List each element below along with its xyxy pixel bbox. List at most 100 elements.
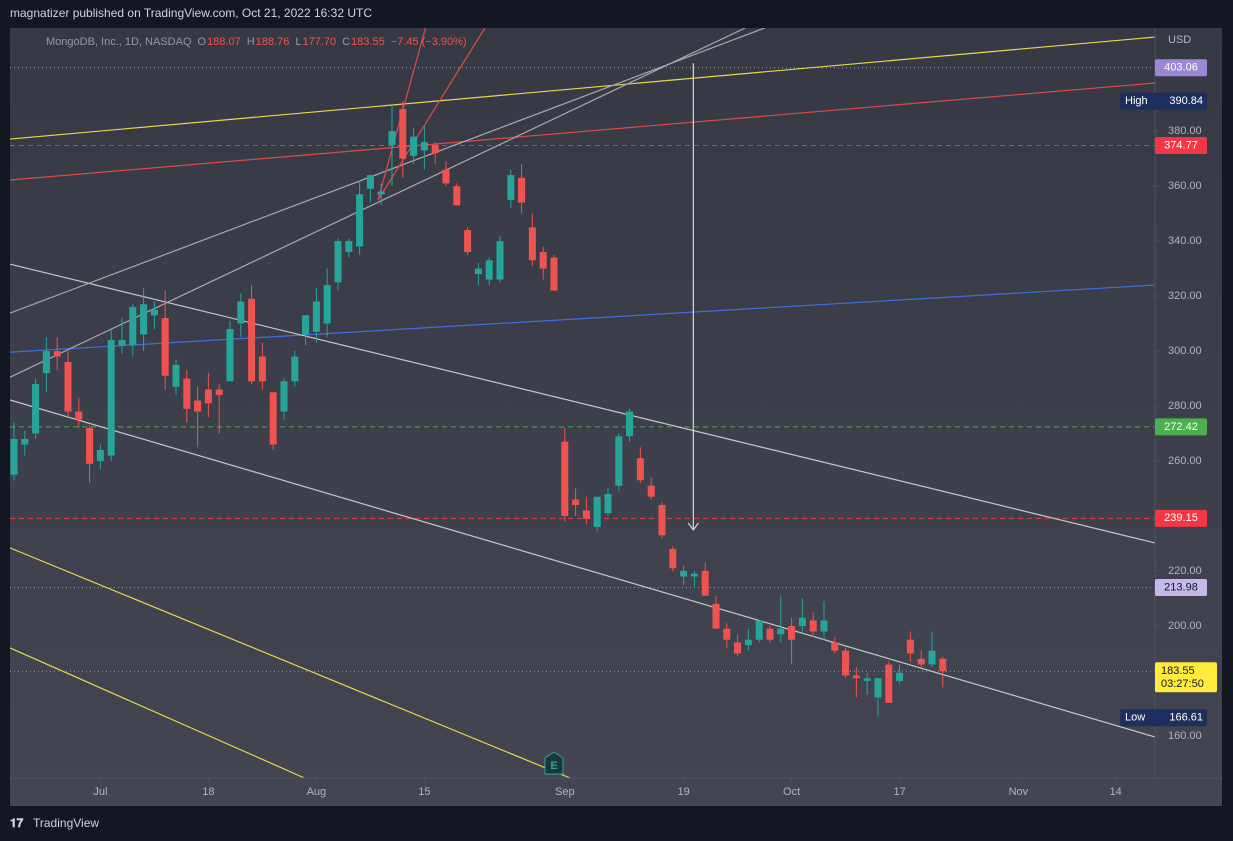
arrow-head xyxy=(687,522,699,532)
y-tick-label: 280.00 xyxy=(1168,400,1202,412)
candle-body xyxy=(150,309,158,316)
candle-body xyxy=(561,441,569,516)
candle-body xyxy=(377,191,385,195)
candle-body xyxy=(75,411,83,420)
last-price-label: 183.55 xyxy=(1161,665,1195,677)
trend-line xyxy=(377,28,486,201)
trend-line xyxy=(10,647,305,778)
ohlc-label: C xyxy=(342,36,350,48)
candle-body xyxy=(723,628,731,640)
x-tick-label: 14 xyxy=(1109,786,1121,798)
symbol-title: MongoDB, Inc., 1D, NASDAQ xyxy=(46,36,192,48)
candle-body xyxy=(53,351,61,357)
candle-body xyxy=(582,510,590,519)
level-label-bg xyxy=(1155,579,1207,597)
candle-body xyxy=(258,356,266,382)
extreme-name: Low xyxy=(1125,712,1145,724)
x-tick-label: 17 xyxy=(893,786,905,798)
plot-area xyxy=(10,28,1155,778)
candle-body xyxy=(766,628,774,640)
candle-body xyxy=(399,109,407,159)
candle-body xyxy=(626,411,634,437)
candle-body xyxy=(334,241,342,283)
candle-body xyxy=(280,381,288,412)
level-label: 374.77 xyxy=(1164,139,1198,151)
x-tick-label: 19 xyxy=(677,786,689,798)
candle-body xyxy=(64,362,72,412)
candle-body xyxy=(410,136,418,156)
candle-body xyxy=(658,504,666,536)
candle-body xyxy=(204,389,212,404)
candle-body xyxy=(734,642,742,654)
candle-body xyxy=(669,548,677,569)
candle-body xyxy=(140,304,148,335)
candle-body xyxy=(226,329,234,382)
brand: 𝟏𝟕 TradingView xyxy=(10,816,99,830)
brand-name: TradingView xyxy=(33,816,99,830)
candle-body xyxy=(809,620,817,632)
candle-body xyxy=(820,620,828,632)
candle-body xyxy=(474,268,482,275)
candle-body xyxy=(183,378,191,409)
candle-body xyxy=(420,142,428,151)
candle-body xyxy=(874,678,882,698)
level-label-bg xyxy=(1155,509,1207,527)
candle-body xyxy=(572,499,580,505)
level-label-bg xyxy=(1155,418,1207,436)
candle-body xyxy=(777,628,785,635)
level-label: 403.06 xyxy=(1164,62,1198,74)
trend-line xyxy=(10,28,765,314)
candle-body xyxy=(518,177,526,203)
level-label-bg xyxy=(1155,136,1207,154)
x-tick-label: Aug xyxy=(307,786,327,798)
trend-line xyxy=(10,547,571,778)
x-tick-label: Nov xyxy=(1009,786,1029,798)
candle-body xyxy=(615,436,623,486)
candle-body xyxy=(21,439,29,445)
candle-body xyxy=(485,260,493,280)
candle-body xyxy=(118,340,126,346)
candle-body xyxy=(248,298,256,382)
candle-body xyxy=(550,257,558,291)
candle-body xyxy=(539,252,547,269)
trend-line xyxy=(10,82,1155,181)
x-tick-label: 15 xyxy=(418,786,430,798)
candle-body xyxy=(10,439,18,475)
trend-line xyxy=(10,36,1155,140)
x-tick-label: 18 xyxy=(202,786,214,798)
y-tick-label: 260.00 xyxy=(1168,455,1202,467)
earnings-badge xyxy=(544,751,564,775)
x-tick-label: Jul xyxy=(93,786,107,798)
level-label: 272.42 xyxy=(1164,421,1198,433)
x-tick-label: Sep xyxy=(555,786,575,798)
extreme-value: 390.84 xyxy=(1169,95,1203,107)
candle-body xyxy=(442,169,450,184)
ohlc-label: L xyxy=(295,36,301,48)
candle-body xyxy=(215,389,223,396)
currency: USD xyxy=(1168,34,1191,46)
candle-body xyxy=(345,241,353,253)
candle-body xyxy=(172,364,180,387)
candle-body xyxy=(842,650,850,676)
y-tick-label: 300.00 xyxy=(1168,345,1202,357)
candle-body xyxy=(593,496,601,527)
candle-body xyxy=(852,675,860,679)
extreme-bg xyxy=(1120,92,1207,110)
candle-body xyxy=(496,241,504,280)
y-tick-label: 320.00 xyxy=(1168,290,1202,302)
earnings-label: E xyxy=(550,760,557,772)
candle-body xyxy=(32,384,40,434)
candle-body xyxy=(604,494,612,514)
ohlc-label: O xyxy=(198,36,207,48)
ohlc-value: 188.07 xyxy=(207,36,241,48)
y-tick-label: 340.00 xyxy=(1168,235,1202,247)
candle-body xyxy=(291,356,299,382)
candle-body xyxy=(107,340,115,456)
ohlc-label: H xyxy=(247,36,255,48)
candle-body xyxy=(788,625,796,640)
trend-line xyxy=(10,284,1155,353)
extreme-value: 166.61 xyxy=(1169,712,1203,724)
level-label: 213.98 xyxy=(1164,581,1198,593)
